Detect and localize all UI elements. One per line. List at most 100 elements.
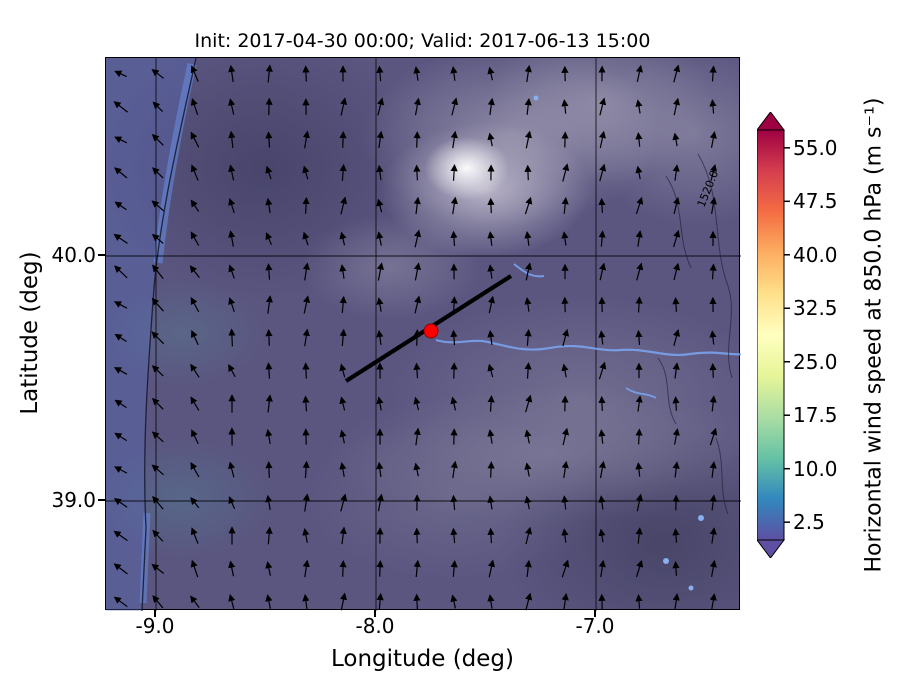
- wind-arrow: [524, 297, 532, 312]
- wind-arrow: [191, 429, 199, 444]
- wind-arrow: [228, 593, 236, 610]
- wind-arrow: [709, 330, 717, 345]
- wind-arrow: [265, 295, 273, 314]
- wind-arrow: [524, 362, 532, 379]
- coastal-blue-streak-north: [153, 63, 197, 264]
- wind-arrow: [451, 97, 459, 116]
- colorbar-tick-label: 25.0: [793, 349, 838, 374]
- wind-arrow: [151, 397, 164, 410]
- wind-arrow: [672, 164, 680, 181]
- x-tick-label: -9.0: [135, 614, 175, 638]
- wind-arrow: [113, 301, 128, 309]
- wind-arrow: [673, 262, 681, 281]
- wind-arrow: [265, 494, 273, 511]
- wind-arrow: [414, 229, 422, 248]
- wind-arrow: [339, 231, 347, 246]
- wind-arrow: [636, 262, 644, 281]
- wind-arrow: [339, 295, 347, 313]
- wind-arrow: [191, 330, 199, 346]
- wind-arrow: [450, 230, 458, 247]
- wind-arrow: [598, 330, 606, 345]
- y-axis-label: Latitude (deg): [17, 251, 43, 415]
- wind-arrow: [525, 526, 533, 545]
- wind-arrow: [152, 101, 164, 113]
- wind-arrow: [487, 197, 495, 214]
- wind-arrow: [114, 201, 127, 211]
- wind-arrow: [190, 231, 200, 246]
- wind-arrow: [114, 432, 128, 442]
- wind-arrow: [339, 131, 347, 148]
- wind-arrow: [709, 593, 717, 610]
- wind-arrow: [524, 98, 532, 115]
- wind-arrow: [635, 132, 643, 147]
- wind-arrow: [339, 462, 347, 477]
- y-tick-mark: [98, 254, 105, 256]
- wind-arrow: [303, 295, 311, 314]
- wind-arrow: [598, 230, 606, 247]
- wind-arrow: [151, 431, 164, 443]
- wind-arrow: [561, 363, 569, 378]
- wind-arrow: [151, 365, 164, 377]
- wind-arrow: [599, 163, 607, 182]
- wind-arrow: [561, 592, 569, 610]
- wind-arrow: [228, 230, 236, 247]
- wind-arrow: [562, 328, 570, 347]
- wind-arrow: [524, 196, 533, 215]
- wind-arrow: [672, 97, 681, 116]
- wind-arrow: [152, 595, 164, 609]
- x-tick-label: -7.0: [575, 614, 615, 638]
- wind-arrow: [302, 130, 310, 149]
- wind-arrow: [672, 461, 680, 478]
- wind-arrow: [113, 233, 128, 244]
- wind-arrow: [598, 460, 606, 479]
- wind-arrow: [672, 132, 680, 147]
- wind-arrow: [672, 362, 680, 379]
- wind-arrow: [113, 596, 128, 608]
- wind-arrow: [487, 527, 495, 544]
- wind-arrow: [487, 395, 495, 412]
- wind-arrow: [673, 64, 681, 83]
- wind-arrow: [413, 593, 421, 610]
- wind-arrow: [151, 563, 165, 574]
- colorbar-tick-label: 2.5: [793, 510, 825, 535]
- wind-arrow: [339, 396, 347, 411]
- y-tick-label: 39.0: [51, 488, 96, 512]
- wind-arrow: [302, 231, 310, 246]
- wind-arrow: [413, 427, 421, 446]
- grid-lines: [106, 58, 741, 611]
- wind-arrow: [673, 329, 681, 346]
- wind-arrow: [450, 66, 458, 81]
- wind-arrow: [413, 527, 421, 544]
- wind-arrow: [414, 295, 422, 314]
- wind-arrow: [151, 133, 164, 146]
- wind-arrow: [561, 99, 569, 114]
- wind-arrow: [524, 130, 533, 149]
- wind-arrow: [672, 528, 680, 543]
- wind-arrow: [376, 297, 384, 312]
- wind-arrow: [450, 196, 458, 215]
- wind-arrow: [265, 232, 273, 246]
- wind-arrow: [524, 429, 532, 444]
- wind-arrow: [709, 527, 717, 544]
- wind-arrow: [265, 394, 273, 413]
- wind-arrow: [672, 396, 680, 411]
- wind-arrow: [113, 530, 128, 542]
- wind-arrow: [635, 230, 643, 247]
- wind-arrow: [450, 494, 458, 511]
- wind-arrow: [190, 164, 199, 181]
- wind-arrow: [413, 97, 421, 116]
- wind-arrow: [598, 429, 606, 444]
- wind-arrow: [635, 296, 643, 313]
- wind-arrow: [524, 559, 532, 577]
- wind-arrow: [190, 98, 199, 115]
- wind-arrow: [450, 396, 458, 411]
- wind-arrow: [562, 427, 570, 446]
- wind-arrow: [152, 529, 164, 542]
- wind-arrow: [376, 262, 385, 281]
- wind-arrow: [302, 362, 310, 379]
- wind-arrow: [635, 493, 644, 512]
- red-location-marker: [423, 323, 439, 339]
- wind-arrow: [709, 461, 717, 478]
- wind-arrow: [487, 132, 495, 147]
